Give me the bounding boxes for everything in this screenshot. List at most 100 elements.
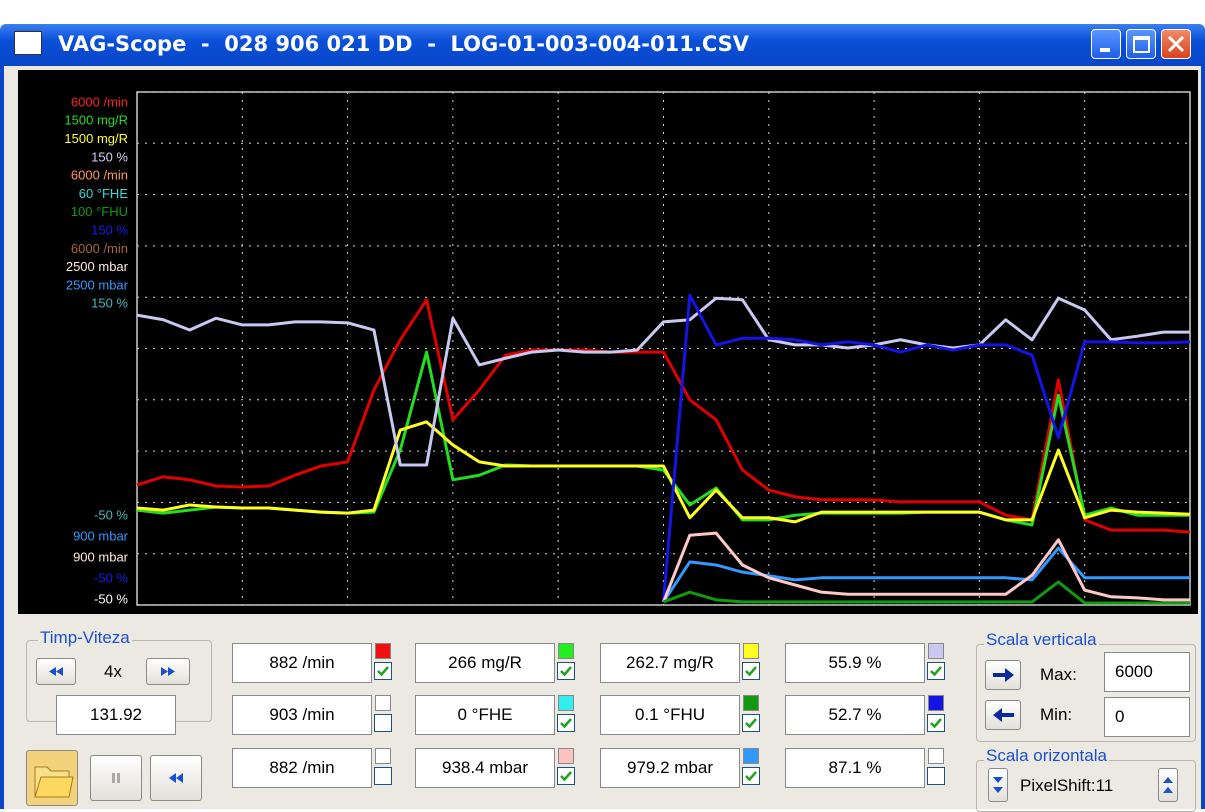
scale-label: 60 °FHE — [79, 186, 129, 201]
check-path — [560, 718, 572, 729]
folder-icon — [34, 766, 74, 798]
close-button[interactable] — [1161, 29, 1191, 59]
color-swatch — [743, 748, 759, 764]
pause-button[interactable] — [90, 755, 142, 801]
readout-field: 882 /min — [232, 643, 372, 683]
check-path — [377, 666, 389, 677]
min-label: Min: — [1040, 705, 1073, 724]
checkbox[interactable] — [374, 662, 392, 680]
scale-label: 150 % — [91, 149, 128, 164]
pixel-shift-label: PixelShift:11 — [1020, 776, 1114, 795]
check-mark — [745, 771, 757, 782]
check-path — [745, 718, 757, 729]
maximize-button[interactable] — [1126, 29, 1156, 59]
color-swatch — [558, 748, 574, 764]
spin-icon — [1163, 777, 1173, 793]
close-icon — [1167, 35, 1185, 53]
min-field[interactable]: 0 — [1104, 697, 1190, 737]
shift-down-button[interactable] — [988, 768, 1008, 802]
trace — [662, 580, 1190, 605]
scale-label: 150 % — [91, 296, 128, 311]
readout-field: 52.7 % — [785, 695, 925, 735]
readout-field: 979.2 mbar — [600, 748, 740, 788]
trace — [136, 296, 1190, 467]
max-label: Max: — [1040, 665, 1077, 684]
readout-field: 0 °FHE — [415, 695, 555, 735]
group-title: Timp-Viteza — [38, 628, 132, 648]
scale-label: 1500 mg/R — [64, 113, 128, 128]
scope-background — [18, 70, 1198, 614]
trace — [662, 293, 1191, 603]
scale-label: 2500 mbar — [66, 259, 129, 274]
readout-field: 266 mg/R — [415, 643, 555, 683]
check-mark — [745, 718, 757, 729]
checkbox[interactable] — [927, 662, 945, 680]
spin-icon — [993, 777, 1003, 793]
scale-label: 100 °FHU — [71, 204, 128, 219]
checkbox[interactable] — [742, 767, 760, 785]
check-path — [560, 666, 572, 677]
check-mark — [560, 718, 572, 729]
checkbox[interactable] — [742, 714, 760, 732]
trace — [136, 350, 1190, 527]
checkbox[interactable] — [927, 714, 945, 732]
speed-label: 4x — [104, 662, 122, 681]
color-swatch — [375, 748, 391, 764]
readout-field: 903 /min — [232, 695, 372, 735]
checkbox[interactable] — [557, 767, 575, 785]
scale-label: 150 % — [91, 223, 128, 238]
check-path — [745, 771, 757, 782]
arrow-right-icon — [993, 668, 1014, 682]
scale-up-button[interactable] — [985, 660, 1021, 690]
check-mark — [560, 666, 572, 677]
slower-button[interactable] — [36, 658, 76, 685]
group-title: Scala orizontala — [984, 746, 1109, 766]
check-path — [930, 718, 942, 729]
scale-label: -50 % — [94, 591, 128, 606]
color-swatch — [928, 695, 944, 711]
window-title: VAG-Scope - 028 906 021 DD - LOG-01-003-… — [58, 32, 750, 56]
readout-field: 938.4 mbar — [415, 748, 555, 788]
title-bar — [0, 24, 1205, 66]
checkbox[interactable] — [557, 714, 575, 732]
readout-field: 87.1 % — [785, 748, 925, 788]
rewind-icon — [49, 667, 63, 676]
faster-button[interactable] — [146, 658, 190, 685]
trace — [662, 531, 1190, 603]
scale-label: 6000 /min — [71, 168, 128, 183]
time-field[interactable]: 131.92 — [56, 695, 176, 735]
scale-label: 6000 /min — [71, 94, 128, 109]
minimize-button[interactable] — [1091, 29, 1121, 59]
checkbox[interactable] — [374, 714, 392, 732]
checkbox[interactable] — [742, 662, 760, 680]
checkbox[interactable] — [927, 767, 945, 785]
trace — [662, 546, 1190, 603]
check-mark — [377, 666, 389, 677]
max-field[interactable]: 6000 — [1104, 652, 1190, 692]
readout-field: 55.9 % — [785, 643, 925, 683]
group-title: Scala verticala — [984, 630, 1099, 650]
check-mark — [560, 771, 572, 782]
scale-down-button[interactable] — [985, 700, 1021, 730]
back-button[interactable] — [150, 755, 202, 801]
scale-label: -50 % — [94, 507, 128, 522]
check-path — [930, 666, 942, 677]
scale-label: -50 % — [94, 570, 128, 585]
readout-field: 882 /min — [232, 748, 372, 788]
scope-plot: 6000 /min 1500 mg/R 1500 mg/R 150 % 6000 /mi… — [64, 91, 1191, 606]
scale-label: 6000 /min — [71, 241, 128, 256]
color-swatch — [558, 643, 574, 659]
trace — [136, 420, 1191, 524]
checkbox[interactable] — [557, 662, 575, 680]
scale-label: 900 mbar — [73, 549, 129, 564]
color-swatch — [743, 695, 759, 711]
open-button[interactable] — [26, 750, 78, 806]
checkbox[interactable] — [374, 767, 392, 785]
rewind-icon — [169, 773, 183, 783]
shift-up-button[interactable] — [1158, 768, 1178, 802]
readout-field: 0.1 °FHU — [600, 695, 740, 735]
check-path — [560, 771, 572, 782]
pause-icon — [112, 773, 120, 783]
readout-field: 262.7 mg/R — [600, 643, 740, 683]
